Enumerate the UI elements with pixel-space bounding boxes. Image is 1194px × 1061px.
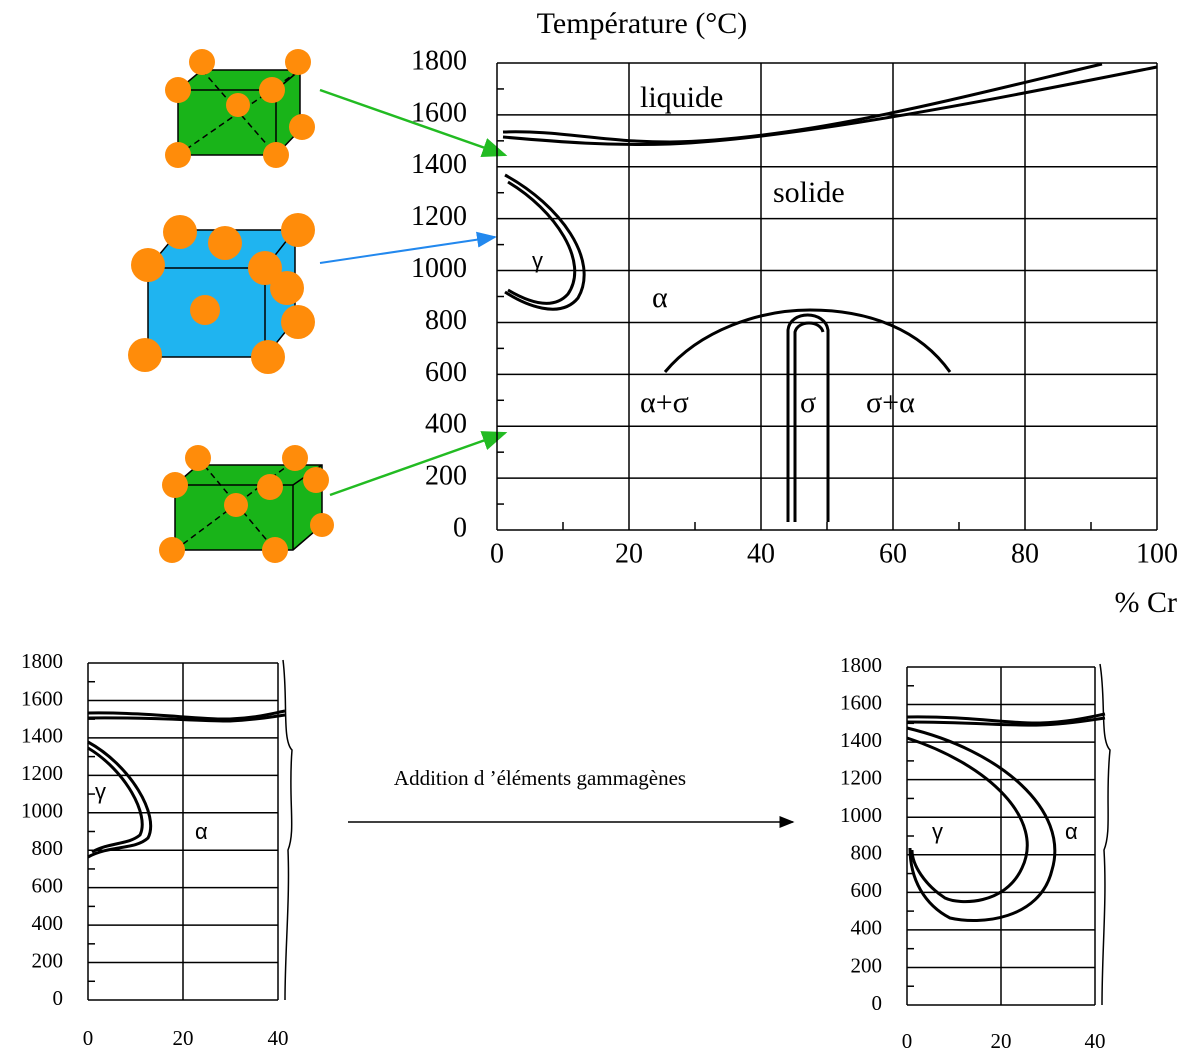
y-tick-label: 200 [851, 953, 883, 977]
region-label: α [1065, 819, 1078, 844]
x-tick-label: 40 [268, 1026, 289, 1050]
main-diagram: 1008060402001800160014001200100080060040… [411, 7, 1178, 619]
x-tick-label: 0 [902, 1029, 913, 1053]
y-tick-label: 600 [425, 357, 467, 388]
region-label: γ [95, 779, 106, 804]
y-tick-label: 1000 [21, 799, 63, 823]
y-tick-label: 400 [851, 916, 883, 940]
x-tick-label: 40 [1085, 1029, 1106, 1053]
y-tick-label: 1800 [840, 653, 882, 677]
y-tick-label: 1000 [840, 803, 882, 827]
x-tick-label: 0 [490, 538, 504, 569]
fcc-cell [128, 213, 315, 374]
arrow [320, 237, 495, 263]
y-tick-label: 1800 [411, 45, 467, 76]
y-tick-label: 1000 [411, 253, 467, 284]
y-tick-label: 0 [872, 991, 883, 1015]
region-label: α [195, 819, 208, 844]
region-label: γ [532, 248, 543, 273]
y-tick-label: 800 [851, 841, 883, 865]
gamma-loop [907, 738, 1027, 902]
solidus [503, 67, 1157, 145]
arrow-label: Addition d ’éléments gammagènes [394, 766, 686, 790]
y-tick-label: 200 [32, 948, 64, 972]
region-label: solide [773, 176, 845, 209]
x-tick-label: 100 [1136, 538, 1178, 569]
title: Température (°C) [537, 7, 748, 40]
y-tick-label: 1600 [21, 686, 63, 710]
bcc-cell-top [165, 49, 315, 168]
y-tick-label: 800 [32, 836, 64, 860]
y-tick-label: 1600 [411, 97, 467, 128]
region-label: liquide [640, 81, 723, 114]
y-tick-label: 1400 [21, 724, 63, 748]
x-tick-label: 20 [615, 538, 643, 569]
y-tick-label: 600 [851, 878, 883, 902]
y-tick-label: 1800 [21, 649, 63, 673]
y-tick-label: 400 [32, 911, 64, 935]
x-tick-label: 40 [747, 538, 775, 569]
x-tick-label: 0 [83, 1026, 94, 1050]
y-tick-label: 1400 [411, 149, 467, 180]
x-tick-label: 20 [991, 1029, 1012, 1053]
sigma-field [795, 323, 823, 522]
y-tick-label: 800 [425, 305, 467, 336]
sigma-dome [665, 310, 950, 372]
y-tick-label: 1200 [840, 765, 882, 789]
arrow [330, 433, 505, 495]
y-tick-label: 1400 [840, 728, 882, 752]
x-axis-label: % Cr [1115, 586, 1178, 619]
region-label: α+σ [640, 386, 689, 419]
region-label: σ+α [866, 386, 915, 419]
region-label: σ [800, 386, 816, 419]
region-label: α [652, 281, 668, 314]
x-tick-label: 80 [1011, 538, 1039, 569]
y-tick-label: 400 [425, 409, 467, 440]
y-tick-label: 1200 [411, 201, 467, 232]
y-tick-label: 1600 [840, 690, 882, 714]
y-tick-label: 600 [32, 873, 64, 897]
x-tick-label: 20 [173, 1026, 194, 1050]
y-tick-label: 1200 [21, 761, 63, 785]
page: 1008060402001800160014001200100080060040… [0, 0, 1194, 1061]
y-tick-label: 0 [53, 986, 64, 1010]
x-tick-label: 60 [879, 538, 907, 569]
y-tick-label: 200 [425, 461, 467, 492]
y-tick-label: 0 [453, 512, 467, 543]
region-label: γ [932, 819, 943, 844]
bcc-cell-bottom [159, 445, 334, 563]
